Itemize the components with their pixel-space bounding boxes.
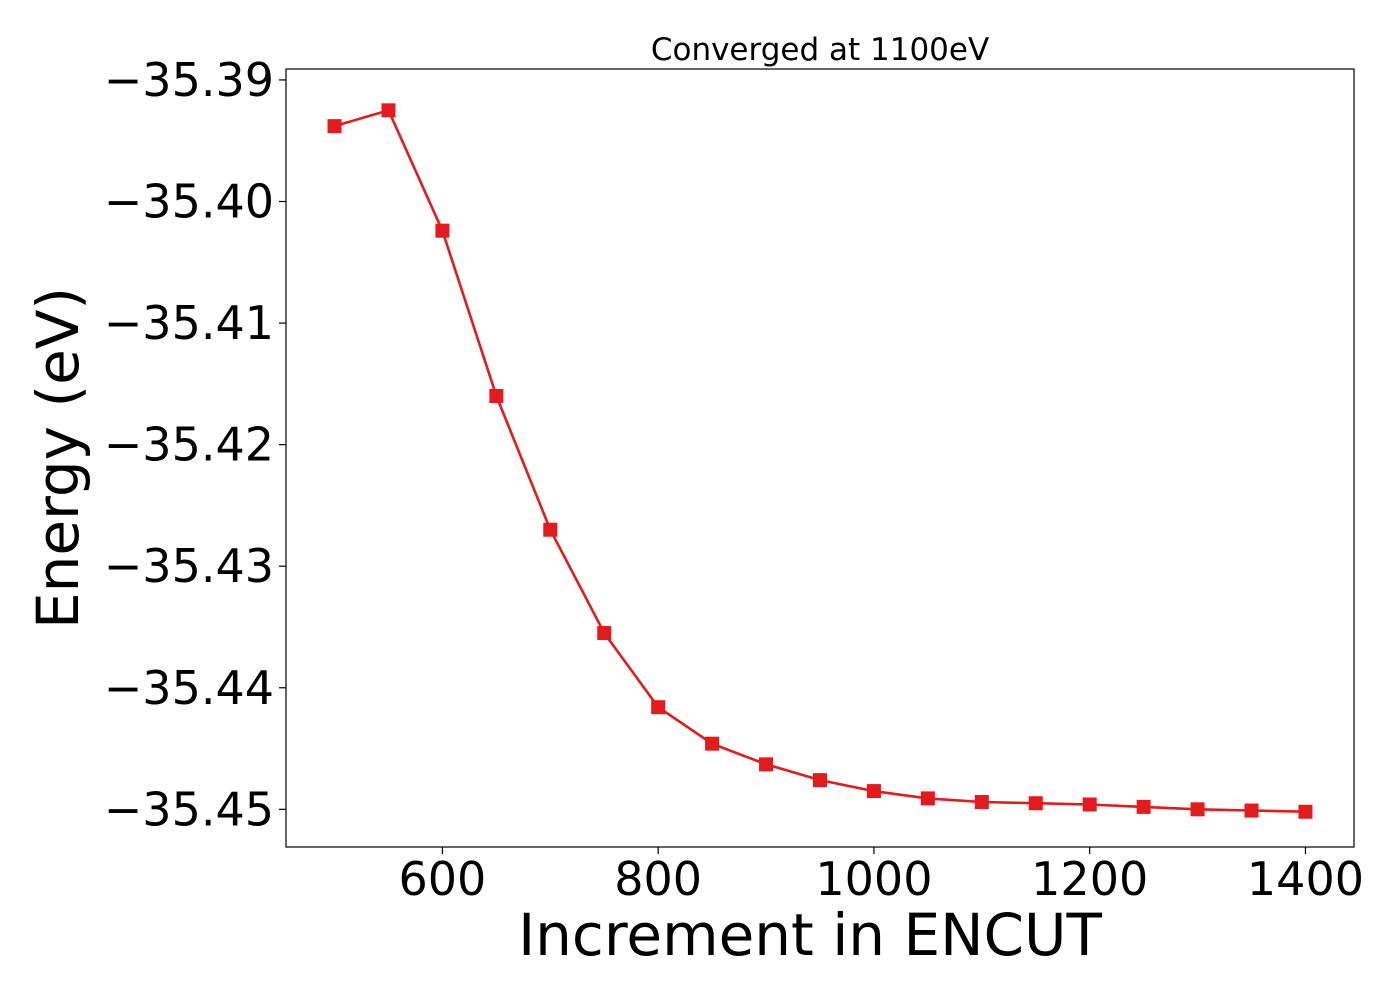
data-point bbox=[1244, 803, 1259, 818]
data-point bbox=[651, 700, 666, 715]
plot-frame bbox=[285, 68, 1355, 848]
y-axis-label: Energy (eV) bbox=[24, 287, 92, 629]
data-point bbox=[974, 795, 989, 810]
x-tick-label: 800 bbox=[614, 852, 702, 906]
y-tick-label: −35.43 bbox=[104, 539, 274, 593]
data-point bbox=[327, 119, 342, 134]
x-tick-label: 1200 bbox=[1031, 852, 1148, 906]
data-point bbox=[759, 757, 774, 772]
data-point bbox=[381, 103, 396, 118]
y-tick-label: −35.42 bbox=[104, 418, 274, 472]
x-tick-label: 1400 bbox=[1247, 852, 1364, 906]
data-point bbox=[813, 773, 827, 788]
data-point bbox=[705, 736, 720, 751]
y-tick-label: −35.41 bbox=[104, 296, 274, 350]
data-point bbox=[1190, 802, 1205, 817]
plot-area: 600 800 1000 1200 1400 −35.39 −35.40 −35.41 −35.… bbox=[104, 53, 1364, 906]
data-point bbox=[866, 784, 881, 799]
series-line bbox=[334, 108, 1306, 813]
data-point bbox=[920, 791, 935, 806]
data-point bbox=[543, 522, 558, 537]
data-point bbox=[597, 626, 612, 641]
data-point bbox=[1136, 799, 1151, 814]
x-tick-label: 1000 bbox=[815, 852, 932, 906]
data-point bbox=[435, 223, 450, 238]
data-point bbox=[489, 389, 504, 404]
y-tick-label: −35.44 bbox=[104, 661, 274, 715]
data-point bbox=[1298, 804, 1313, 819]
y-tick-label: −35.39 bbox=[104, 53, 274, 107]
x-axis-label: Increment in ENCUT bbox=[518, 901, 1102, 969]
data-point bbox=[1028, 796, 1043, 811]
y-tick-label: −35.40 bbox=[104, 175, 274, 229]
data-point bbox=[1082, 797, 1097, 812]
x-tick-label: 600 bbox=[399, 852, 487, 906]
y-tick-label: −35.45 bbox=[104, 782, 274, 836]
chart-title: Converged at 1100eV bbox=[651, 32, 989, 68]
